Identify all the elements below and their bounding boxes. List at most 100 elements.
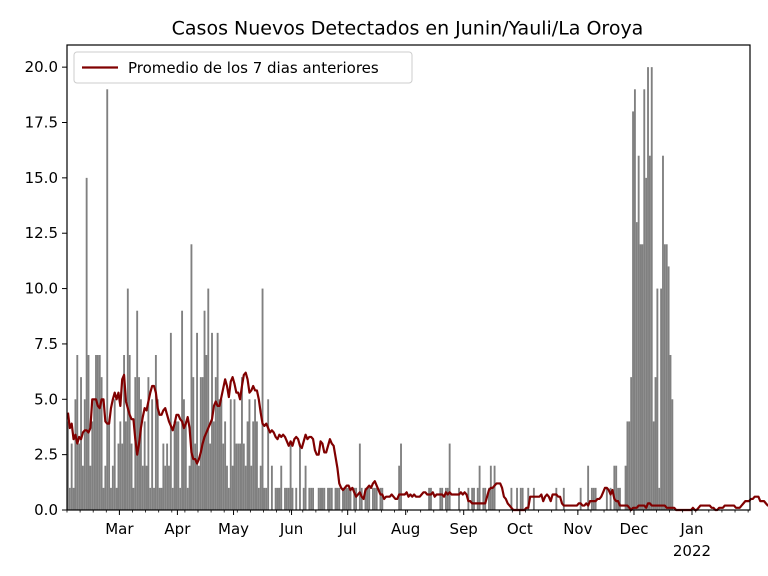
bar (153, 487, 155, 510)
bar (216, 332, 219, 510)
bar (233, 399, 236, 510)
bar (96, 355, 99, 510)
bar (291, 487, 294, 510)
bar (89, 465, 92, 510)
bar (111, 465, 114, 510)
bar (476, 487, 479, 510)
bar (117, 443, 120, 510)
bar (639, 244, 642, 511)
bar (267, 399, 270, 510)
bar (171, 487, 174, 510)
bar (665, 244, 668, 511)
bar (633, 89, 636, 510)
bar (78, 443, 81, 510)
bar (72, 487, 75, 510)
bar (641, 244, 644, 511)
bar (439, 487, 442, 510)
bar (478, 465, 481, 510)
bar (605, 487, 608, 510)
bar (220, 399, 223, 510)
bar (244, 465, 247, 510)
bar (358, 443, 361, 510)
bar (125, 421, 127, 510)
x-tick-label: Sep (450, 520, 478, 538)
x-tick-label: Apr (164, 520, 191, 538)
bar (280, 465, 283, 510)
bar-series (67, 67, 674, 511)
bar (343, 487, 346, 510)
bar (222, 443, 225, 510)
y-tick-label: 7.5 (34, 335, 58, 353)
bar (516, 487, 518, 510)
bar (321, 487, 324, 510)
bar (521, 487, 524, 510)
bar (594, 487, 597, 510)
rolling-average-series (66, 371, 768, 512)
bar (519, 487, 522, 510)
bar (184, 421, 187, 510)
bar (128, 355, 131, 510)
bar (270, 465, 273, 510)
bar (168, 465, 170, 510)
bar (68, 487, 71, 510)
bar (334, 487, 337, 510)
y-tick-label: 10.0 (25, 280, 58, 298)
bar (239, 443, 242, 510)
bar (188, 465, 191, 510)
bar (263, 487, 266, 510)
bar (119, 421, 122, 510)
bar (662, 155, 664, 510)
x-axis: Mar Apr May Jun Jul Aug Sep Oct Nov Dec Jan 2022 (66, 510, 749, 560)
bar (317, 487, 320, 510)
bar (81, 465, 84, 510)
bar (149, 487, 152, 510)
legend-box (73, 51, 413, 84)
bar (349, 487, 352, 510)
bar (250, 465, 253, 510)
bar (254, 399, 256, 510)
y-tick-label: 0.0 (34, 501, 58, 519)
bar (338, 487, 341, 510)
bar (190, 244, 193, 511)
bar (85, 177, 88, 511)
legend-label: Promedio de los 7 dias anteriores (128, 59, 379, 77)
bar (482, 487, 485, 510)
x-tick-label: Jul (338, 520, 357, 538)
bar (67, 421, 69, 510)
bar (364, 487, 367, 510)
y-tick-label: 5.0 (34, 390, 58, 408)
y-axis: 0.0 2.5 5.0 7.5 10.0 12.5 15.0 17.5 20.0 (25, 58, 67, 519)
bar (663, 244, 666, 511)
bar (218, 399, 221, 510)
bar (312, 487, 314, 510)
bar (255, 421, 258, 510)
bar (139, 399, 142, 510)
bar (619, 487, 621, 510)
bar (74, 399, 77, 510)
chart-title: Casos Nuevos Detectados en Junin/Yauli/L… (172, 18, 644, 40)
bar (319, 487, 322, 510)
bar (226, 465, 228, 510)
bar (91, 421, 94, 510)
bar (80, 377, 82, 510)
bar (186, 487, 189, 510)
bar (276, 487, 279, 510)
bar (308, 487, 311, 510)
bar (248, 399, 251, 510)
bar (360, 487, 363, 510)
bar (647, 67, 649, 510)
bar (242, 443, 245, 510)
bar (652, 421, 655, 510)
bar (587, 465, 590, 510)
bar (304, 465, 307, 510)
bar (336, 487, 339, 510)
bar (158, 487, 161, 510)
bar (95, 355, 97, 510)
bar (246, 421, 249, 510)
bar (108, 421, 111, 510)
bar (169, 332, 172, 510)
bar (491, 487, 494, 510)
bar (473, 487, 475, 510)
bar (579, 487, 582, 510)
bar (310, 487, 313, 510)
